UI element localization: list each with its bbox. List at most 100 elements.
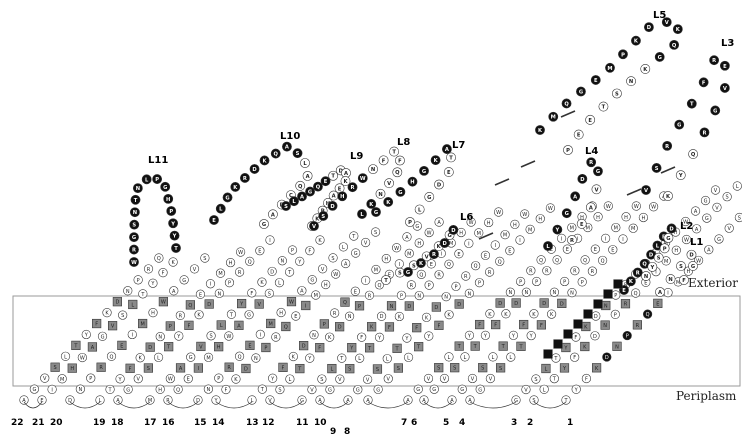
residue-letter: P bbox=[614, 312, 617, 318]
residue bbox=[549, 374, 559, 384]
loop-l3-residue-letter: Q bbox=[691, 152, 696, 158]
residue-letter: Q bbox=[238, 354, 242, 360]
loop-l4-residue bbox=[577, 173, 588, 184]
loop-l9-residue-letter: A bbox=[332, 194, 336, 200]
residue bbox=[214, 373, 224, 383]
residue bbox=[610, 309, 620, 320]
loop-l6-residue-letter: S bbox=[398, 271, 402, 277]
residue-letter: K bbox=[488, 312, 492, 318]
residue-letter: S bbox=[320, 377, 323, 383]
residue bbox=[501, 309, 511, 319]
residue bbox=[106, 351, 117, 361]
residue-letter: L bbox=[99, 398, 102, 404]
residue-letter: M bbox=[407, 251, 411, 257]
residue bbox=[560, 276, 570, 287]
cleavage-marker bbox=[478, 232, 494, 240]
residue bbox=[297, 395, 307, 405]
residue bbox=[57, 374, 67, 384]
residue bbox=[193, 395, 203, 405]
loop-l2-residue-letter: E bbox=[622, 288, 626, 294]
residue bbox=[454, 341, 464, 351]
residue bbox=[526, 266, 536, 276]
loop-l5-residue bbox=[631, 35, 641, 46]
residue bbox=[193, 363, 204, 373]
residue bbox=[125, 363, 135, 373]
residue bbox=[200, 253, 210, 263]
loop-l7-residue bbox=[405, 217, 415, 227]
residue bbox=[307, 384, 317, 395]
residue bbox=[521, 287, 531, 297]
strand-number-20: 20 bbox=[50, 418, 63, 428]
loop-l3-residue-letter: R bbox=[712, 58, 716, 64]
residue-letter: H bbox=[229, 261, 233, 267]
periplasmic-turn bbox=[23, 401, 43, 409]
loop-l5-residue-letter: Q bbox=[564, 101, 569, 107]
residue-letter: S bbox=[268, 291, 271, 297]
loop-l6-residue bbox=[381, 275, 391, 285]
residue bbox=[67, 363, 77, 373]
residue bbox=[526, 330, 536, 341]
residue-letter: W bbox=[696, 258, 701, 264]
loop-label-l4: L4 bbox=[585, 146, 599, 157]
residue-letter: M bbox=[676, 280, 680, 286]
residue bbox=[271, 332, 281, 342]
residue bbox=[195, 289, 206, 299]
residue-letter: Q bbox=[447, 262, 451, 268]
residue bbox=[215, 268, 226, 278]
loop-l2-residue bbox=[663, 232, 674, 243]
residue-letter: N bbox=[604, 304, 608, 310]
periplasmic-turn bbox=[69, 401, 101, 409]
residue bbox=[597, 255, 608, 266]
residue-letter: R bbox=[464, 274, 468, 280]
residue bbox=[203, 384, 213, 394]
loop-l3-residue-letter: F bbox=[702, 80, 706, 86]
residue-letter: D bbox=[207, 302, 211, 308]
residue-letter: Q bbox=[474, 264, 478, 270]
residue bbox=[536, 255, 546, 265]
residue-letter: S bbox=[738, 215, 741, 221]
residue-letter: M bbox=[374, 268, 378, 274]
residue bbox=[135, 353, 145, 363]
residue bbox=[488, 352, 498, 362]
residue-letter: A bbox=[346, 398, 350, 404]
residue bbox=[424, 280, 434, 290]
residue-letter: L bbox=[288, 377, 291, 383]
residue bbox=[128, 299, 138, 310]
residue-letter: W bbox=[683, 220, 688, 226]
residue bbox=[480, 250, 491, 260]
residue bbox=[301, 300, 311, 311]
residue-letter: M bbox=[503, 233, 507, 239]
residue-letter: E bbox=[430, 262, 433, 268]
residue-letter: N bbox=[126, 289, 130, 295]
residue-letter: P bbox=[454, 284, 457, 290]
residue-letter: D bbox=[148, 345, 152, 351]
residue-letter: L bbox=[407, 355, 410, 361]
residue bbox=[245, 340, 255, 350]
loop-label-l6: L6 bbox=[460, 212, 474, 223]
residue-letter: E bbox=[566, 247, 569, 253]
residue-letter: D bbox=[407, 304, 411, 310]
residue bbox=[500, 230, 510, 240]
residue-letter: H bbox=[417, 241, 421, 247]
loop-l10-residue bbox=[215, 203, 226, 214]
residue bbox=[470, 341, 480, 351]
residue-letter: P bbox=[137, 278, 140, 284]
residue bbox=[247, 395, 257, 405]
residue-letter: A bbox=[422, 398, 426, 404]
residue bbox=[465, 395, 475, 405]
loop-l7-residue bbox=[414, 204, 425, 215]
residue bbox=[285, 374, 295, 384]
loop-l5-residue bbox=[669, 40, 680, 50]
residue-letter: A bbox=[694, 209, 698, 215]
loop-l9-residue bbox=[340, 176, 351, 186]
residue-letter: P bbox=[535, 279, 538, 285]
residue bbox=[143, 264, 154, 274]
residue-letter: T bbox=[553, 356, 558, 362]
residue-letter: R bbox=[636, 323, 640, 329]
residue bbox=[267, 266, 277, 277]
residue bbox=[117, 340, 127, 350]
strand-number-1: 1 bbox=[567, 418, 574, 428]
loop-l8-residue bbox=[395, 155, 405, 166]
exposed-residue bbox=[563, 329, 573, 339]
residue bbox=[498, 341, 508, 351]
